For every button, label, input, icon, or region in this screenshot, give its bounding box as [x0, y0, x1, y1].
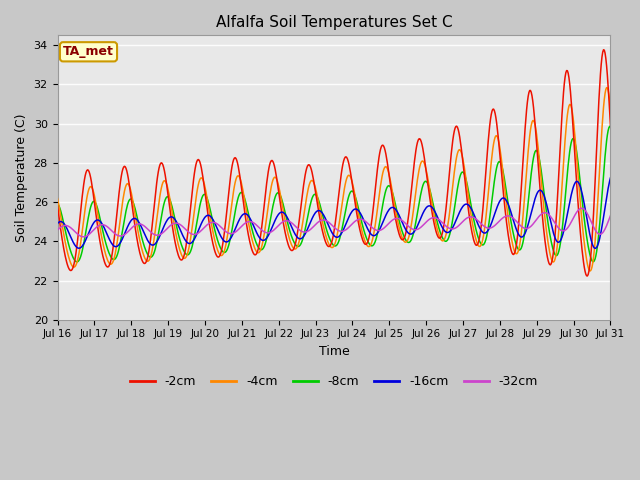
-32cm [418, 223, 426, 229]
-4cm [401, 239, 409, 245]
Line: -8cm: -8cm [58, 126, 611, 262]
-2cm [177, 257, 184, 263]
-32cm [64, 223, 72, 229]
Legend: -2cm, -4cm, -8cm, -16cm, -32cm: -2cm, -4cm, -8cm, -16cm, -32cm [125, 370, 543, 393]
Line: -4cm: -4cm [58, 88, 611, 271]
-4cm [607, 106, 614, 111]
-32cm [578, 205, 586, 211]
-16cm [607, 175, 614, 181]
-4cm [64, 250, 72, 255]
-2cm [206, 224, 214, 230]
X-axis label: Time: Time [319, 345, 349, 358]
-32cm [80, 234, 88, 240]
-8cm [418, 186, 426, 192]
Line: -2cm: -2cm [58, 50, 611, 276]
-32cm [122, 231, 129, 237]
-8cm [207, 208, 214, 214]
-2cm [584, 273, 591, 279]
-32cm [177, 223, 185, 228]
-32cm [207, 220, 214, 226]
Title: Alfalfa Soil Temperatures Set C: Alfalfa Soil Temperatures Set C [216, 15, 452, 30]
-4cm [120, 188, 128, 194]
-16cm [206, 213, 214, 219]
Line: -16cm: -16cm [58, 178, 611, 248]
-16cm [417, 214, 425, 220]
-32cm [607, 213, 614, 218]
Y-axis label: Soil Temperature (C): Soil Temperature (C) [15, 113, 28, 242]
-4cm [177, 250, 184, 255]
-16cm [591, 245, 599, 251]
-8cm [73, 259, 81, 265]
-2cm [54, 203, 61, 209]
-2cm [607, 122, 614, 128]
-4cm [587, 268, 595, 274]
-2cm [600, 47, 607, 53]
-8cm [54, 201, 61, 207]
-8cm [122, 212, 129, 218]
-2cm [417, 139, 425, 144]
-16cm [54, 221, 61, 227]
-2cm [64, 262, 72, 268]
Line: -32cm: -32cm [58, 208, 611, 237]
-8cm [64, 237, 72, 243]
-16cm [64, 227, 72, 233]
Text: TA_met: TA_met [63, 45, 114, 58]
-4cm [54, 196, 61, 202]
-4cm [206, 212, 214, 217]
-2cm [120, 163, 128, 169]
-4cm [417, 159, 425, 165]
-8cm [606, 123, 614, 129]
-32cm [54, 227, 61, 233]
-8cm [607, 124, 614, 130]
-16cm [120, 231, 128, 237]
-16cm [401, 226, 409, 231]
-8cm [177, 241, 185, 247]
-8cm [402, 237, 410, 243]
-32cm [402, 221, 410, 227]
-2cm [401, 233, 409, 239]
-4cm [603, 85, 611, 91]
-16cm [177, 228, 184, 233]
